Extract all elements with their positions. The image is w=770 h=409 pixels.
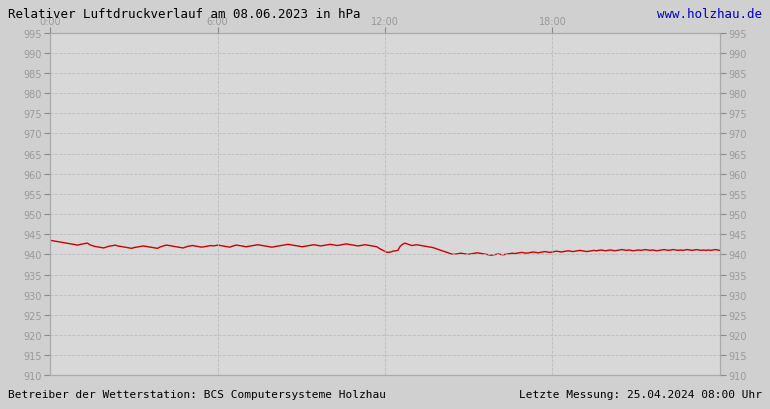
Text: Letzte Messung: 25.04.2024 08:00 Uhr: Letzte Messung: 25.04.2024 08:00 Uhr	[519, 389, 762, 399]
Text: www.holzhau.de: www.holzhau.de	[658, 8, 762, 21]
Text: Relativer Luftdruckverlauf am 08.06.2023 in hPa: Relativer Luftdruckverlauf am 08.06.2023…	[8, 8, 360, 21]
Text: Betreiber der Wetterstation: BCS Computersysteme Holzhau: Betreiber der Wetterstation: BCS Compute…	[8, 389, 386, 399]
